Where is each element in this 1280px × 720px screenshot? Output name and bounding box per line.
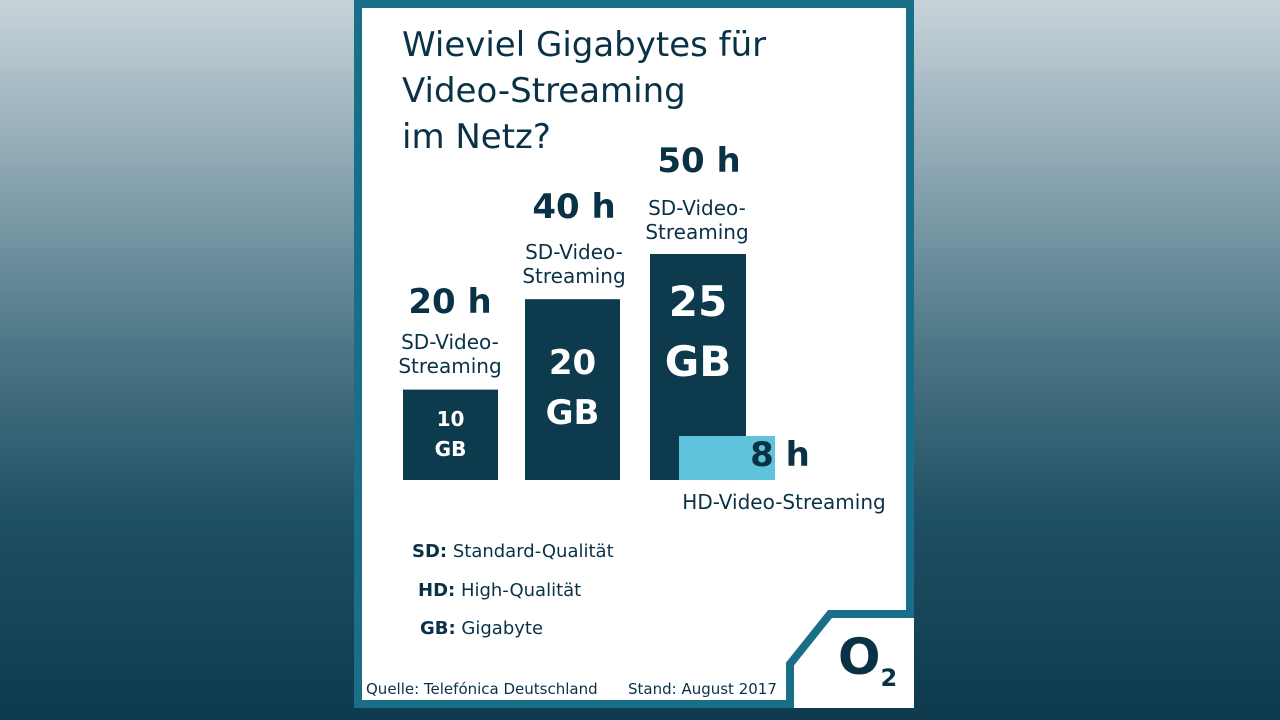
sd-caption-1: SD-Video- Streaming bbox=[360, 330, 540, 378]
legend-sd-text: Standard-Qualität bbox=[447, 541, 614, 562]
gb-label-1: 10 GB bbox=[403, 404, 498, 464]
hd-hours-label: 8 h bbox=[750, 435, 810, 475]
o2-logo-letter: O bbox=[838, 628, 881, 686]
gb-label-2-unit: GB bbox=[545, 393, 600, 433]
infographic-card: Wieviel Gigabytes für Video-Streaming im… bbox=[354, 0, 914, 708]
legend-hd-abbr: HD bbox=[418, 580, 449, 601]
title-line-1: Wieviel Gigabytes für bbox=[402, 25, 767, 65]
hours-label-2: 40 h bbox=[532, 187, 616, 227]
hd-caption: HD-Video-Streaming bbox=[682, 490, 886, 514]
legend-hd-sep: : bbox=[448, 580, 456, 601]
legend-sd-abbr: SD bbox=[412, 541, 440, 562]
card-frame bbox=[354, 0, 914, 708]
footer-source: Quelle: Telefónica Deutschland bbox=[366, 680, 598, 698]
gb-label-3-unit: GB bbox=[664, 337, 732, 386]
sd-caption-3-line-1: SD-Video- bbox=[648, 196, 746, 220]
legend-gb-abbr: GB bbox=[420, 618, 449, 639]
sd-caption-2-line-2: Streaming bbox=[522, 264, 626, 288]
legend-gb-text: Gigabyte bbox=[455, 618, 544, 639]
gb-label-3-value: 25 bbox=[668, 277, 728, 326]
o2-logo-sub: 2 bbox=[880, 664, 898, 692]
gb-label-2: 20 GB bbox=[525, 338, 620, 438]
title-line-3: im Netz? bbox=[402, 117, 551, 157]
footer-date: Stand: August 2017 bbox=[628, 680, 777, 698]
sd-caption-1-line-2: Streaming bbox=[398, 354, 502, 378]
sd-caption-3: SD-Video- Streaming bbox=[607, 196, 787, 244]
hours-label-3: 50 h bbox=[657, 141, 741, 181]
sd-caption-3-line-2: Streaming bbox=[645, 220, 749, 244]
o2-logo: O2 bbox=[838, 628, 897, 692]
legend-gb-sep: : bbox=[448, 618, 456, 639]
gb-label-1-unit: GB bbox=[434, 437, 467, 461]
gb-label-2-value: 20 bbox=[548, 343, 597, 383]
legend-gb: GB: Gigabyte bbox=[420, 618, 543, 639]
chart-title: Wieviel Gigabytes für Video-Streaming im… bbox=[402, 22, 822, 160]
sd-caption-1-line-1: SD-Video- bbox=[401, 330, 499, 354]
sd-caption-2-line-1: SD-Video- bbox=[525, 240, 623, 264]
title-line-2: Video-Streaming bbox=[402, 71, 686, 111]
gb-label-1-value: 10 bbox=[436, 407, 465, 431]
legend-sd-sep: : bbox=[439, 541, 448, 562]
gb-label-3: 25 GB bbox=[650, 272, 746, 392]
legend-hd-text: High-Qualität bbox=[455, 580, 582, 601]
hours-label-1: 20 h bbox=[408, 282, 492, 322]
frame-bottom bbox=[358, 664, 794, 708]
legend-sd: SD: Standard-Qualität bbox=[412, 541, 614, 562]
legend-hd: HD: High-Qualität bbox=[418, 580, 581, 601]
sd-caption-2: SD-Video- Streaming bbox=[484, 240, 664, 288]
